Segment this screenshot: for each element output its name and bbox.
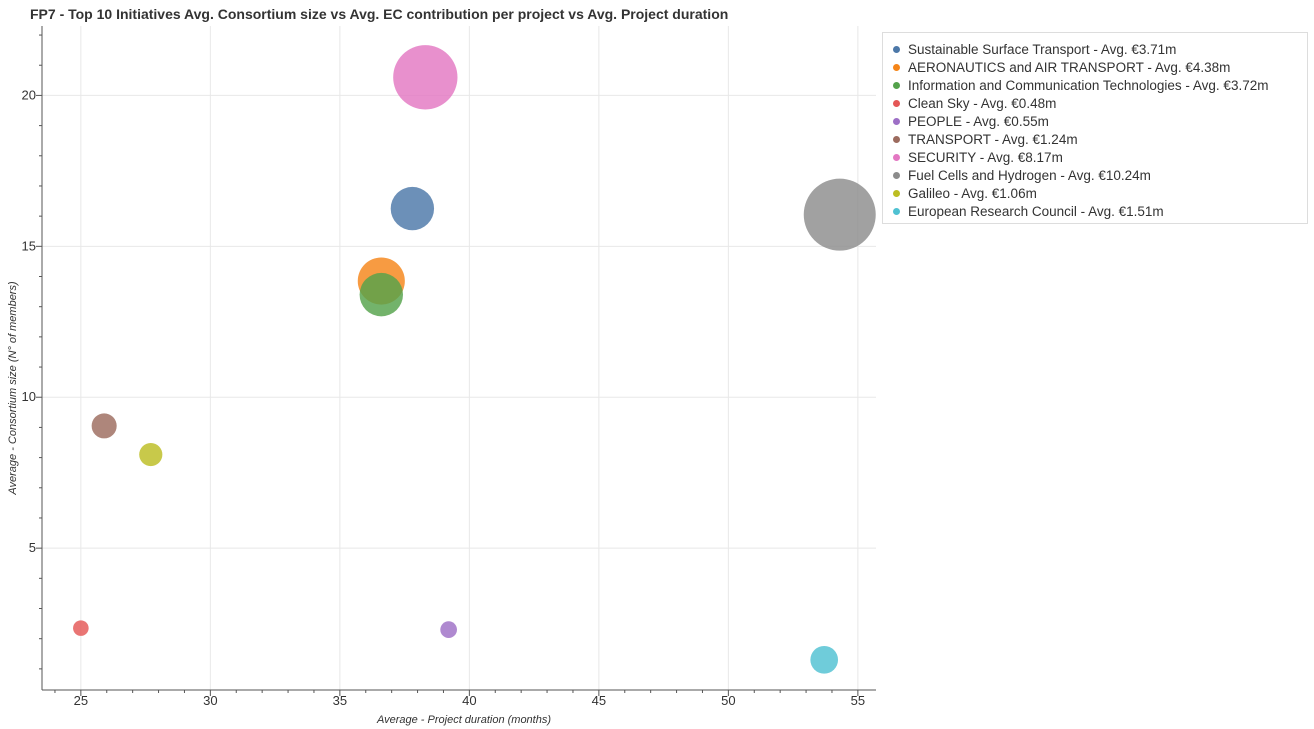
x-tick-label: 50 (721, 693, 735, 708)
bubble-point (73, 620, 89, 636)
legend-swatch (893, 153, 900, 161)
x-tick-label: 25 (74, 693, 88, 708)
legend-item: Clean Sky - Avg. €0.48m (893, 94, 1307, 112)
legend-item: TRANSPORT - Avg. €1.24m (893, 130, 1307, 148)
x-tick-label: 40 (462, 693, 476, 708)
legend-label: Information and Communication Technologi… (908, 77, 1269, 93)
bubble-point (440, 621, 457, 638)
y-tick-label: 20 (22, 87, 36, 102)
bubble-point (359, 272, 403, 317)
bubble-point (803, 178, 876, 251)
legend-item: PEOPLE - Avg. €0.55m (893, 112, 1307, 130)
x-axis-title: Average - Project duration (months) (376, 714, 551, 726)
legend: Sustainable Surface Transport - Avg. €3.… (882, 32, 1308, 224)
legend-swatch (893, 45, 900, 53)
legend-label: Clean Sky - Avg. €0.48m (908, 95, 1057, 111)
legend-swatch (893, 81, 900, 89)
legend-label: European Research Council - Avg. €1.51m (908, 203, 1164, 219)
y-tick-label: 10 (22, 389, 36, 404)
y-tick-label: 5 (29, 540, 36, 555)
x-tick-label: 35 (333, 693, 347, 708)
bubble-point (390, 186, 435, 231)
legend-label: Sustainable Surface Transport - Avg. €3.… (908, 41, 1177, 57)
legend-swatch (893, 135, 900, 143)
legend-item: SECURITY - Avg. €8.17m (893, 148, 1307, 166)
legend-label: PEOPLE - Avg. €0.55m (908, 113, 1049, 129)
legend-swatch (893, 63, 900, 71)
legend-item: Information and Communication Technologi… (893, 76, 1307, 94)
legend-label: Galileo - Avg. €1.06m (908, 185, 1037, 201)
x-tick-label: 45 (592, 693, 606, 708)
legend-item: European Research Council - Avg. €1.51m (893, 202, 1307, 220)
legend-label: AERONAUTICS and AIR TRANSPORT - Avg. €4.… (908, 59, 1231, 75)
legend-item: Sustainable Surface Transport - Avg. €3.… (893, 40, 1307, 58)
legend-item: Galileo - Avg. €1.06m (893, 184, 1307, 202)
x-tick-label: 30 (203, 693, 217, 708)
legend-swatch (893, 189, 900, 197)
legend-swatch (893, 171, 900, 179)
legend-label: TRANSPORT - Avg. €1.24m (908, 131, 1078, 147)
bubble-point (393, 45, 458, 110)
bubble-point (810, 645, 839, 674)
legend-label: Fuel Cells and Hydrogen - Avg. €10.24m (908, 167, 1151, 183)
y-axis-title: Average - Consortium size (N° of members… (7, 281, 19, 496)
y-tick-label: 15 (22, 238, 36, 253)
legend-item: Fuel Cells and Hydrogen - Avg. €10.24m (893, 166, 1307, 184)
bubble-layer (73, 45, 876, 674)
legend-item: AERONAUTICS and AIR TRANSPORT - Avg. €4.… (893, 58, 1307, 76)
legend-swatch (893, 207, 900, 215)
legend-swatch (893, 117, 900, 125)
bubble-point (91, 413, 117, 439)
legend-swatch (893, 99, 900, 107)
bubble-point (139, 442, 163, 467)
chart-title: FP7 - Top 10 Initiatives Avg. Consortium… (30, 6, 729, 22)
legend-label: SECURITY - Avg. €8.17m (908, 149, 1063, 165)
grid (42, 26, 876, 690)
x-tick-label: 55 (851, 693, 865, 708)
